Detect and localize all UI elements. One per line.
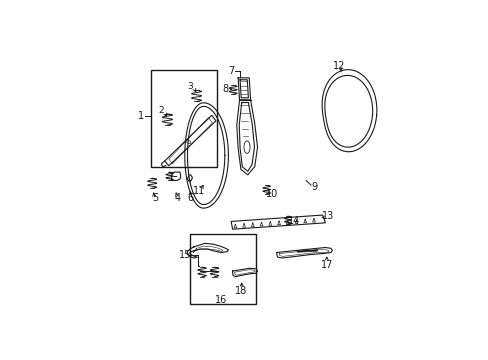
Text: 15: 15 [179, 250, 191, 260]
Text: 8: 8 [222, 84, 228, 94]
Text: 17: 17 [320, 260, 332, 270]
Text: 18: 18 [234, 286, 246, 296]
Text: 7: 7 [227, 66, 234, 76]
Text: 2: 2 [158, 106, 163, 115]
Text: 1: 1 [138, 111, 144, 121]
Text: 16: 16 [215, 294, 227, 305]
Text: 10: 10 [265, 189, 278, 199]
Text: 13: 13 [321, 211, 333, 221]
Bar [150, 69, 217, 167]
Text: 11: 11 [193, 186, 205, 196]
Text: 9: 9 [311, 181, 317, 192]
Text: 14: 14 [287, 216, 299, 226]
Text: 4: 4 [174, 193, 181, 203]
Text: 3: 3 [187, 82, 193, 91]
Bar [189, 234, 256, 304]
Text: 6: 6 [187, 193, 193, 203]
Text: 12: 12 [332, 62, 345, 72]
Text: 5: 5 [152, 193, 158, 203]
